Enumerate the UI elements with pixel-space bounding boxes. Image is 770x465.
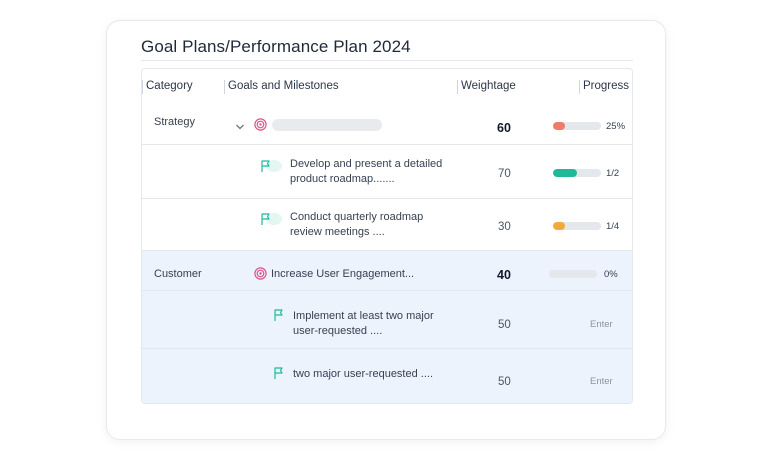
flag-icon [273,308,285,327]
header-separator [142,80,143,94]
progress-bar-fill [553,169,577,177]
goal-title-placeholder [272,119,382,131]
table-header: Category Goals and Milestones Weightage … [142,69,632,106]
table-row-milestone[interactable]: two major user-requested .... 50 Enter [142,349,632,403]
header-goals[interactable]: Goals and Milestones [228,80,339,92]
target-icon [254,267,267,285]
table-row-goal[interactable]: Customer Increase User Engagement... 40 … [142,251,632,291]
table-row-milestone[interactable]: Implement at least two major user-reques… [142,291,632,349]
progress-bar [553,169,601,177]
goal-weightage: 60 [497,121,511,135]
title-divider [141,60,633,61]
table-row-milestone[interactable]: Conduct quarterly roadmap review meeting… [142,199,632,251]
milestone-text: Implement at least two major user-reques… [293,309,453,338]
header-separator [457,80,458,94]
goal-plan-card: Goal Plans/Performance Plan 2024 Categor… [106,20,666,440]
header-separator [579,80,580,94]
flag-icon [260,212,282,231]
milestone-line-1: Develop and present a detailed [290,158,443,170]
progress-label: 25% [606,121,626,132]
milestone-weightage: 30 [498,221,511,233]
progress-label: 1/4 [606,221,620,232]
milestone-text: two major user-requested .... [293,367,453,382]
milestone-text: Develop and present a detailed product r… [290,157,450,186]
page-title: Goal Plans/Performance Plan 2024 [141,37,411,56]
chevron-down-icon[interactable] [235,118,245,136]
category-label: Strategy [154,116,195,128]
flag-icon [260,159,282,178]
goals-table: Category Goals and Milestones Weightage … [141,68,633,404]
milestone-text: Conduct quarterly roadmap review meeting… [290,210,450,239]
header-separator [224,80,225,94]
enter-progress-link[interactable]: Enter [590,376,613,387]
table-row-milestone[interactable]: Develop and present a detailed product r… [142,145,632,199]
milestone-line-1: Conduct quarterly roadmap [290,211,424,223]
progress-label: 1/2 [606,168,620,179]
milestone-line-1: Implement at least two major [293,310,434,322]
progress-label: 0% [604,269,618,280]
target-icon [254,118,267,136]
milestone-weightage: 50 [498,319,511,331]
header-progress[interactable]: Progress [583,80,630,92]
milestone-line-2: product roadmap....... [290,172,395,185]
milestone-line-2: review meetings .... [290,225,385,238]
table-row-goal[interactable]: Strategy 60 25% [142,105,632,145]
header-category[interactable]: Category [146,80,193,92]
header-weightage[interactable]: Weightage [461,80,516,92]
progress-bar [549,270,597,278]
milestone-line-1: two major user-requested .... [293,368,434,380]
progress-bar-fill [553,122,565,130]
enter-progress-link[interactable]: Enter [590,319,613,330]
goal-title[interactable]: Increase User Engagement... [271,268,415,280]
goal-weightage: 40 [497,268,511,282]
milestone-weightage: 50 [498,376,511,388]
milestone-weightage: 70 [498,168,511,180]
category-label: Customer [154,268,202,280]
progress-bar [553,222,601,230]
milestone-line-2: user-requested .... [293,324,383,337]
progress-bar-fill [553,222,565,230]
flag-icon [273,366,285,385]
progress-bar [553,122,601,130]
